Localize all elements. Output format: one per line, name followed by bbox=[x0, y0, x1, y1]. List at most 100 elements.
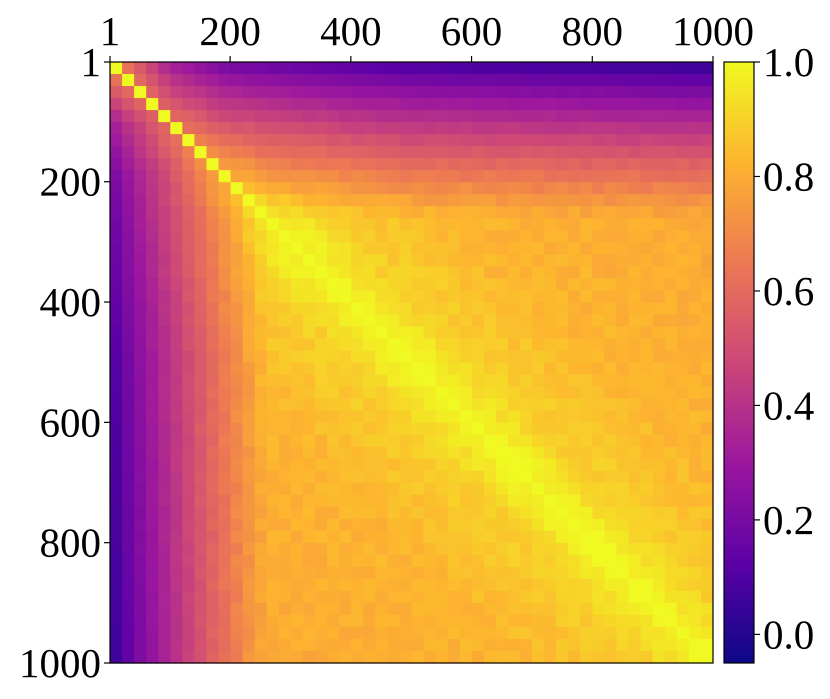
heatmap-cell bbox=[676, 446, 690, 460]
heatmap-cell bbox=[375, 650, 388, 664]
heatmap-cell bbox=[688, 194, 702, 207]
heatmap-cells bbox=[110, 62, 714, 664]
heatmap-cell bbox=[110, 578, 123, 592]
heatmap-cell bbox=[652, 194, 666, 207]
heatmap-cell bbox=[495, 290, 509, 303]
heatmap-cell bbox=[507, 386, 521, 400]
heatmap-cell bbox=[302, 554, 316, 568]
heatmap-cell bbox=[676, 506, 690, 520]
heatmap-cell bbox=[435, 146, 449, 159]
heatmap-cell bbox=[604, 98, 618, 111]
heatmap-cell bbox=[520, 98, 533, 111]
heatmap-cell bbox=[520, 62, 533, 75]
heatmap-cell bbox=[700, 242, 714, 255]
heatmap-cell bbox=[339, 350, 352, 364]
heatmap-cell bbox=[604, 278, 618, 291]
heatmap-cell bbox=[628, 242, 642, 255]
heatmap-cell bbox=[206, 302, 220, 316]
heatmap-cell bbox=[146, 266, 159, 279]
heatmap-cell bbox=[459, 506, 473, 520]
heatmap-cell bbox=[218, 410, 232, 424]
heatmap-cell bbox=[652, 146, 666, 159]
heatmap-cell bbox=[110, 602, 123, 616]
heatmap-cell bbox=[507, 290, 521, 303]
heatmap-cell bbox=[351, 182, 364, 195]
heatmap-cell bbox=[423, 74, 437, 87]
heatmap-cell bbox=[640, 638, 654, 652]
heatmap-cell bbox=[616, 542, 630, 556]
heatmap-cell bbox=[254, 374, 268, 388]
heatmap-cell bbox=[507, 206, 521, 219]
heatmap-cell bbox=[254, 398, 268, 412]
heatmap-cell bbox=[206, 134, 220, 147]
heatmap-cell bbox=[544, 626, 557, 640]
heatmap-cell bbox=[254, 242, 268, 255]
heatmap-cell bbox=[302, 98, 316, 111]
heatmap-cell bbox=[447, 566, 461, 580]
heatmap-cell bbox=[435, 482, 449, 496]
heatmap-cell bbox=[532, 638, 545, 652]
heatmap-cell bbox=[556, 338, 569, 352]
heatmap-cell bbox=[182, 242, 196, 255]
heatmap-cell bbox=[604, 458, 618, 472]
heatmap-cell bbox=[375, 302, 388, 316]
heatmap-cell bbox=[640, 482, 654, 496]
heatmap-cell bbox=[423, 254, 437, 267]
heatmap-cell bbox=[652, 482, 666, 496]
heatmap-cell bbox=[483, 146, 497, 159]
heatmap-cell bbox=[520, 386, 533, 400]
heatmap-cell bbox=[363, 290, 376, 303]
heatmap-cell bbox=[194, 590, 208, 604]
heatmap-cell bbox=[218, 278, 232, 291]
heatmap-cell bbox=[363, 110, 376, 123]
heatmap-cell bbox=[363, 554, 376, 568]
heatmap-cell bbox=[520, 578, 533, 592]
heatmap-cell bbox=[616, 482, 630, 496]
heatmap-cell bbox=[411, 506, 425, 520]
heatmap-cell bbox=[375, 218, 388, 231]
heatmap-cell bbox=[447, 398, 461, 412]
heatmap-cell bbox=[592, 338, 606, 352]
heatmap-cell bbox=[375, 110, 388, 123]
heatmap-cell bbox=[146, 230, 159, 243]
heatmap-cell bbox=[580, 98, 593, 111]
heatmap-cell bbox=[339, 182, 352, 195]
heatmap-cell bbox=[580, 494, 593, 508]
heatmap-cell bbox=[495, 170, 509, 183]
heatmap-cell bbox=[664, 62, 678, 75]
heatmap-cell bbox=[616, 374, 630, 388]
heatmap-cell bbox=[290, 122, 304, 135]
heatmap-cell bbox=[315, 626, 328, 640]
heatmap-cell bbox=[628, 122, 642, 135]
heatmap-cell bbox=[604, 266, 618, 279]
heatmap-cell bbox=[447, 98, 461, 111]
heatmap-cell bbox=[700, 386, 714, 400]
heatmap-cell bbox=[640, 242, 654, 255]
heatmap-cell bbox=[688, 74, 702, 87]
heatmap-cell bbox=[218, 434, 232, 448]
heatmap-cell bbox=[339, 338, 352, 352]
heatmap-cell bbox=[471, 614, 485, 628]
heatmap-cell bbox=[568, 566, 581, 580]
heatmap-cell bbox=[375, 638, 388, 652]
heatmap-cell bbox=[363, 506, 376, 520]
heatmap-cell bbox=[110, 134, 123, 147]
heatmap-cell bbox=[556, 554, 569, 568]
heatmap-cell bbox=[158, 62, 171, 75]
heatmap-cell bbox=[447, 386, 461, 400]
heatmap-cell bbox=[182, 134, 196, 147]
heatmap-cell bbox=[254, 326, 268, 340]
heatmap-cell bbox=[146, 350, 159, 364]
heatmap-cell bbox=[556, 230, 569, 243]
heatmap-cell bbox=[459, 74, 473, 87]
heatmap-cell bbox=[218, 638, 232, 652]
heatmap-cell bbox=[290, 446, 304, 460]
heatmap-cell bbox=[254, 650, 268, 664]
x-tick-label: 600 bbox=[441, 8, 503, 54]
heatmap-cell bbox=[158, 290, 171, 303]
heatmap-cell bbox=[616, 506, 630, 520]
heatmap-cell bbox=[495, 554, 509, 568]
heatmap-cell bbox=[664, 338, 678, 352]
heatmap-cell bbox=[700, 158, 714, 171]
heatmap-cell bbox=[218, 254, 232, 267]
